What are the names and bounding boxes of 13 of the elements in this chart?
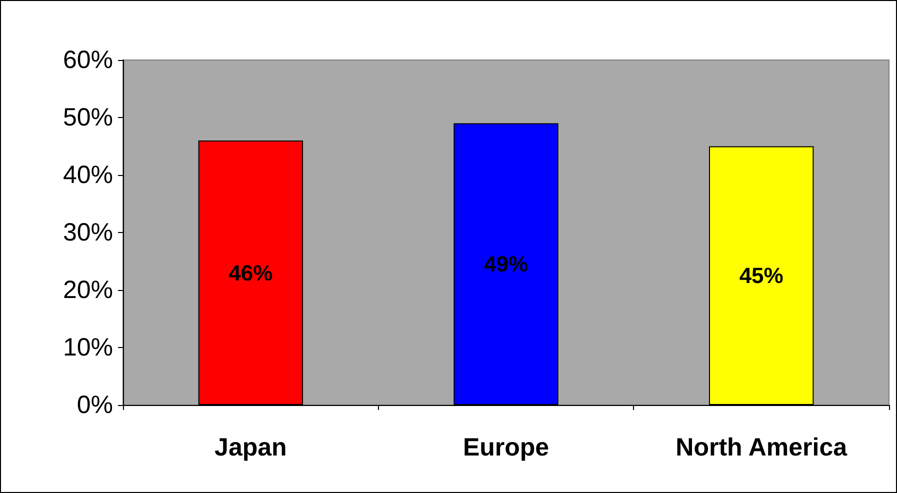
data-label: 45% xyxy=(739,263,784,288)
x-tick-label: Japan xyxy=(214,434,287,462)
y-tick-label: 40% xyxy=(62,161,113,189)
x-tick-label: Europe xyxy=(462,434,550,462)
y-tick-label: 60% xyxy=(62,46,113,74)
x-tick-label: North America xyxy=(676,434,848,462)
y-tick-label: 30% xyxy=(62,218,113,246)
data-label: 49% xyxy=(484,252,528,277)
data-label: 46% xyxy=(228,260,273,286)
y-tick-label: 20% xyxy=(62,276,113,304)
y-tick-label: 0% xyxy=(76,391,113,419)
y-tick-label: 10% xyxy=(62,334,113,362)
y-tick-label: 50% xyxy=(62,104,113,132)
